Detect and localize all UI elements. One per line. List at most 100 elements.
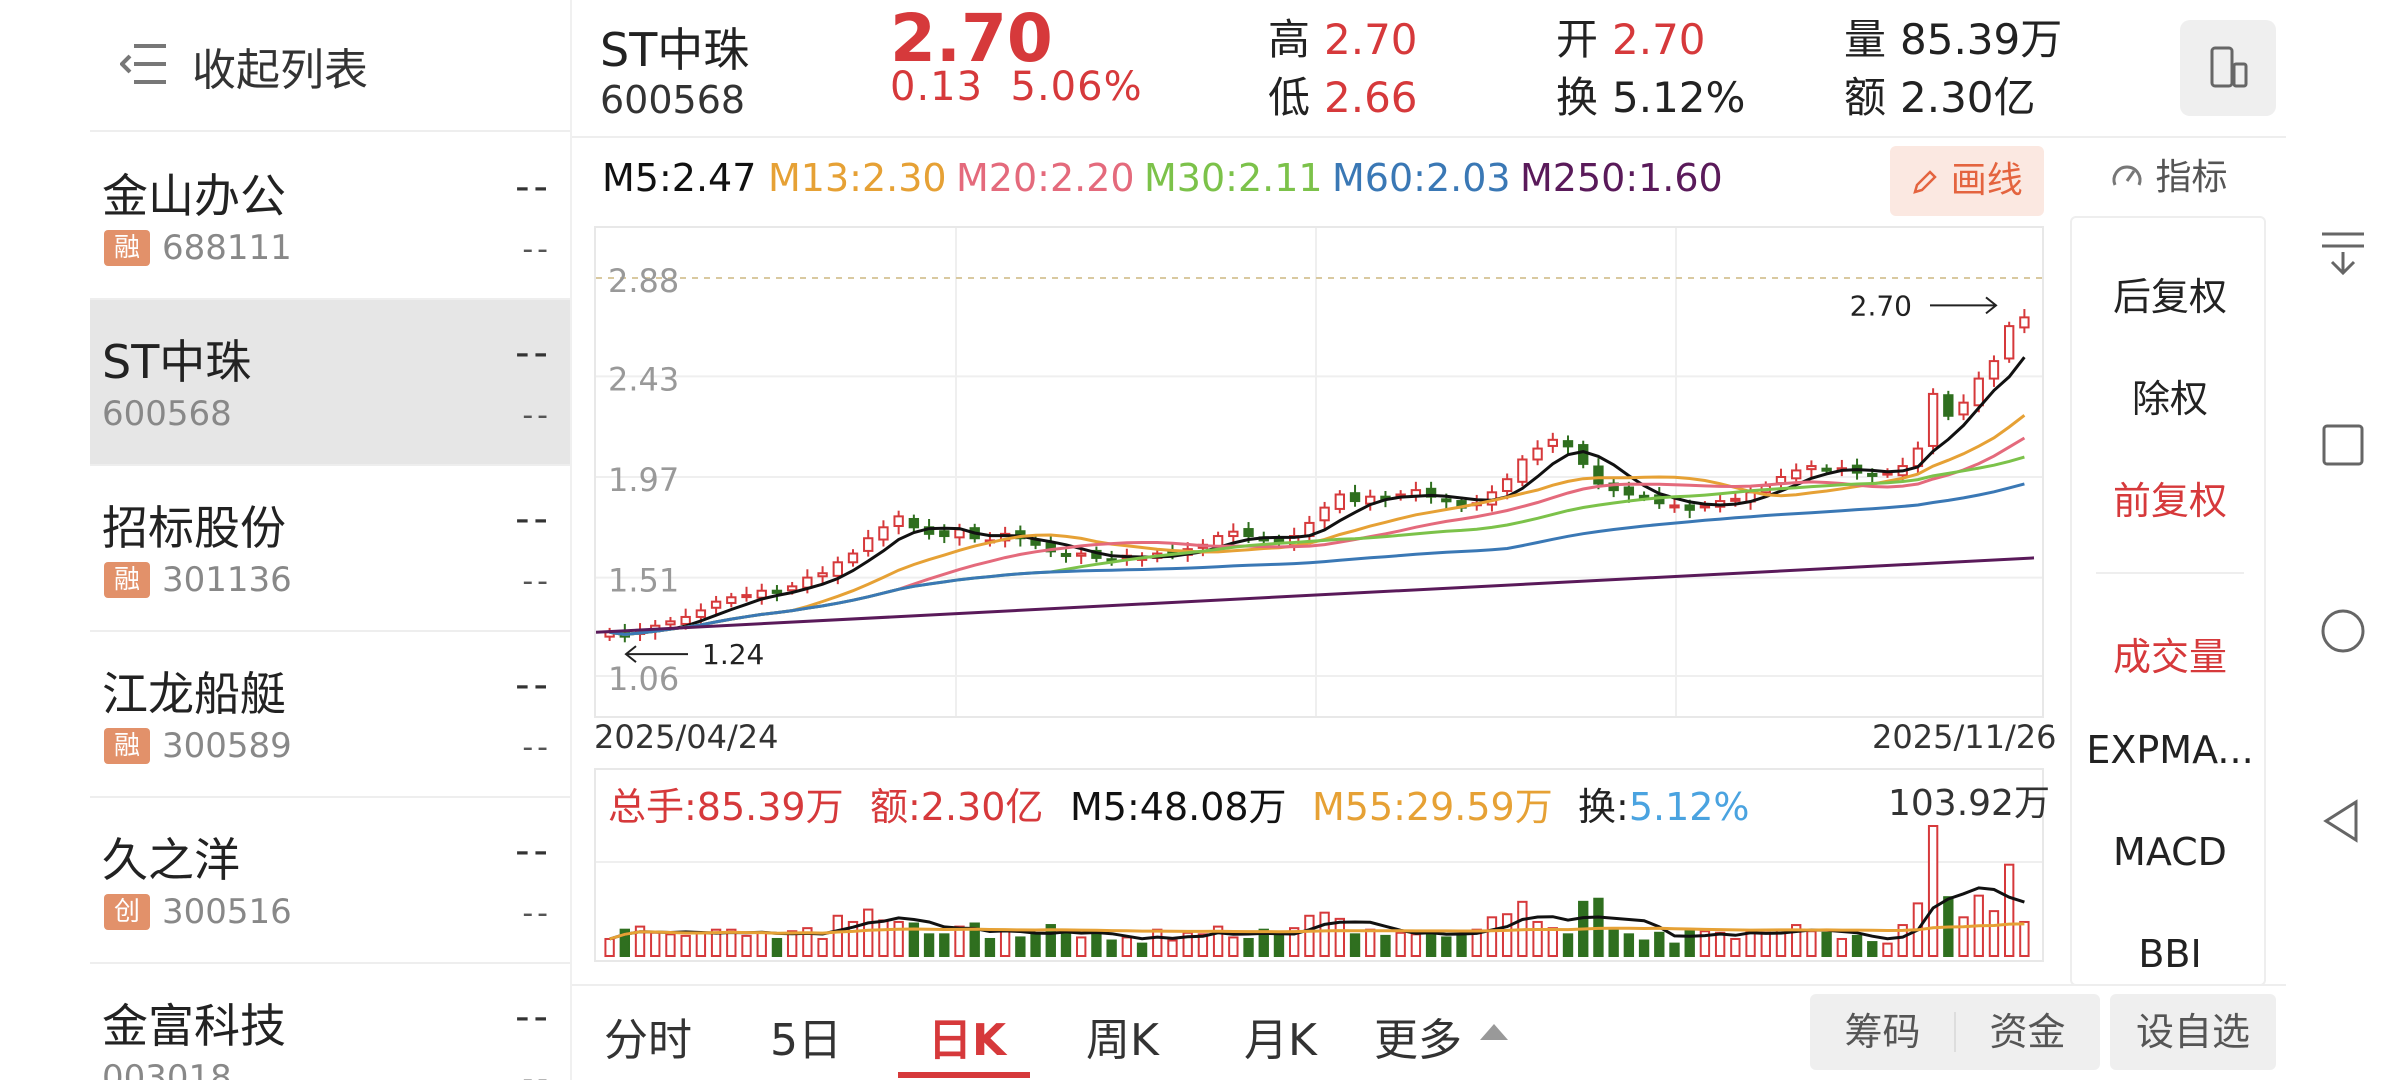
stock-code: 688111 [162, 228, 292, 268]
option-ex-rights[interactable]: 除权 [2131, 377, 2208, 421]
volume-bar [1836, 937, 1848, 958]
indicator-button[interactable]: 指标 [2110, 148, 2227, 200]
add-favorite-button[interactable]: 设自选 [2110, 994, 2276, 1070]
volume-value: 85.39万 [1900, 15, 2063, 64]
open-value: 2.70 [1612, 15, 1706, 64]
candle-body [893, 515, 904, 527]
tab-daily-k[interactable]: 日K [928, 1015, 1007, 1066]
volume-bar [1714, 931, 1726, 958]
volume-bar [984, 937, 996, 958]
option-expma[interactable]: EXPMA... [2086, 728, 2254, 772]
ma5-label: M5:2.47 [602, 156, 757, 200]
start-date: 2025/04/24 [594, 718, 779, 756]
tab-monthly-k[interactable]: 月K [1244, 1015, 1317, 1066]
volume-bar [786, 930, 798, 958]
stock-code: 301136 [162, 560, 292, 600]
volume-total: 总手:85.39万 [608, 785, 844, 829]
ma60-label: M60:2.03 [1332, 156, 1511, 200]
stock-list-item[interactable]: 久之洋 -- 创 300516 -- [90, 798, 570, 964]
nav-collapse-icon[interactable] [2316, 226, 2370, 280]
chips-button[interactable]: 筹码 [1844, 1010, 1921, 1054]
stock-list-item[interactable]: 金富科技 -- 003018 -- [90, 964, 570, 1080]
volume-bar [1365, 928, 1376, 957]
ma13-label: M13:2.30 [768, 156, 947, 200]
volume-bar [650, 931, 661, 958]
turnover-label: 换 [1556, 73, 1599, 122]
tab-intraday[interactable]: 分时 [604, 1015, 692, 1066]
landscape-toggle-button[interactable] [2180, 20, 2276, 116]
back-icon[interactable] [2316, 794, 2370, 848]
stock-list-item[interactable]: 金山办公 -- 融 688111 -- [90, 134, 570, 300]
low-label: 低 [1268, 73, 1311, 122]
tab-weekly-k[interactable]: 周K [1086, 1015, 1159, 1066]
candle-body [1927, 392, 1939, 447]
open-price: 开 2.70 [1556, 6, 1706, 67]
amount-value: 2.30亿 [1900, 73, 2036, 122]
candle-body [1517, 458, 1528, 483]
y-tick-label: 1.51 [608, 562, 679, 600]
stock-list-item[interactable]: 江龙船艇 -- 融 300589 -- [90, 632, 570, 798]
stock-change-placeholder: -- [522, 564, 552, 599]
stock-code: 300516 [162, 892, 292, 932]
volume-bar [1410, 933, 1422, 957]
collapse-list-icon [120, 44, 166, 84]
volume-bar [1608, 927, 1619, 957]
y-tick-label: 2.88 [608, 262, 679, 300]
volume-bar [939, 933, 950, 957]
volume-bar [1684, 928, 1695, 957]
candle-body [1623, 486, 1635, 496]
candle-body [1547, 438, 1558, 447]
volume-bar [1897, 924, 1908, 958]
tab-more[interactable]: 更多 [1374, 1015, 1462, 1066]
collapse-list-button[interactable]: 收起列表 [90, 0, 570, 132]
volume-bar [1501, 913, 1513, 957]
candlestick-chart[interactable]: 2.88 2.43 1.97 1.51 1.06 2.70 1.24 [594, 226, 2044, 718]
volume-bar [1562, 933, 1574, 957]
gem-board-badge: 创 [104, 894, 150, 930]
volume-bar [1456, 933, 1467, 957]
volume-bar [1273, 934, 1285, 957]
caret-up-icon [1480, 1024, 1508, 1040]
volume-bar [1730, 937, 1741, 958]
option-back-adjusted[interactable]: 后复权 [2112, 275, 2227, 319]
stock-price-placeholder: -- [515, 164, 552, 210]
volume-bar [954, 925, 965, 958]
volume-bar [802, 927, 813, 957]
high-value: 2.70 [1324, 15, 1418, 64]
candle-body [756, 589, 767, 599]
volume-bar [1623, 933, 1635, 957]
volume-bar [1806, 930, 1817, 958]
volume-bar [1288, 927, 1300, 957]
candle-body [710, 600, 722, 609]
volume-bar [1167, 939, 1178, 957]
system-nav-bar [2286, 0, 2400, 1080]
stock-code: 300589 [162, 726, 292, 766]
candle-body [1958, 401, 1969, 416]
recent-apps-icon[interactable] [2316, 418, 2370, 472]
option-macd[interactable]: MACD [2113, 830, 2227, 874]
volume-bar [1988, 910, 2000, 957]
volume-bar [832, 914, 843, 957]
stock-list-item[interactable]: 招标股份 -- 融 301136 -- [90, 466, 570, 632]
ma250-line [596, 556, 2035, 634]
tab-5day[interactable]: 5日 [770, 1015, 842, 1066]
volume-ma5: M5:48.08万 [1070, 785, 1287, 829]
volume-chart[interactable] [594, 768, 2044, 962]
volume-bar [1136, 942, 1148, 958]
candle-body [1593, 465, 1604, 485]
panel-divider [2096, 572, 2244, 574]
draw-line-button[interactable]: 画线 [1890, 146, 2044, 216]
stock-list-item-selected[interactable]: ST中珠 -- 600568 -- [90, 300, 570, 466]
stock-price-placeholder: -- [515, 496, 552, 542]
option-volume[interactable]: 成交量 [2112, 635, 2227, 679]
volume-bar [1121, 936, 1133, 958]
volume-bar [1745, 930, 1756, 958]
option-forward-adjusted[interactable]: 前复权 [2112, 479, 2227, 523]
candle-body [741, 594, 752, 599]
stock-name: ST中珠 [102, 335, 252, 389]
funds-button[interactable]: 资金 [1989, 1010, 2066, 1054]
option-bbi[interactable]: BBI [2138, 932, 2202, 970]
volume-bar [1958, 916, 1969, 957]
home-icon[interactable] [2316, 604, 2370, 658]
amount-label: 额 [1844, 73, 1887, 122]
